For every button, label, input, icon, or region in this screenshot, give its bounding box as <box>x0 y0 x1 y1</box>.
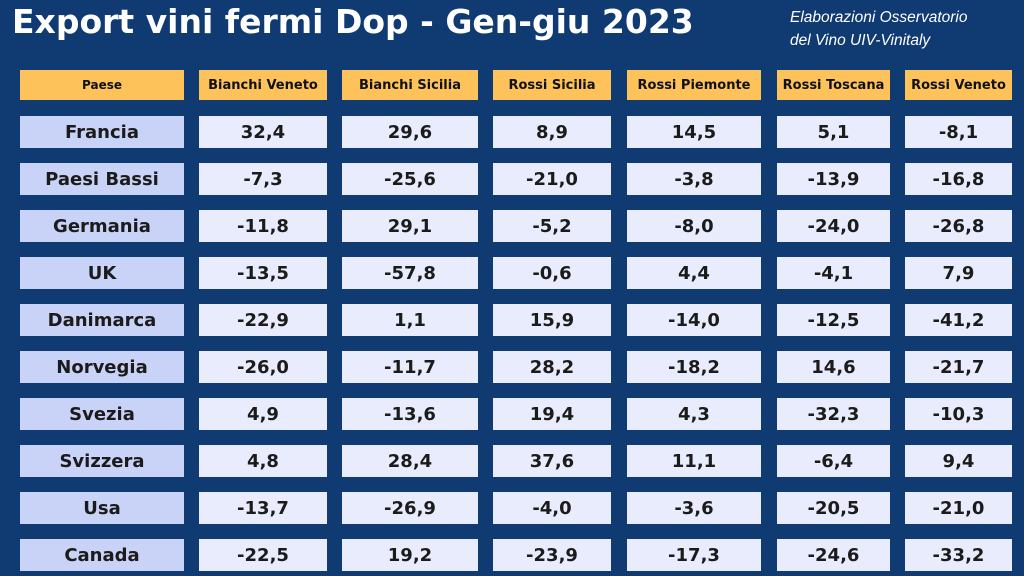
value-cell-germania-rossi-sicilia: -5,2 <box>493 210 611 242</box>
value-cell-norvegia-rossi-veneto: -21,7 <box>905 351 1012 383</box>
value-cell-paesi-bassi-rossi-piemonte: -3,8 <box>627 163 761 195</box>
source-line-2: del Vino UIV-Vinitaly <box>790 32 931 49</box>
country-cell-usa: Usa <box>20 492 184 524</box>
value-cell-svizzera-bianchi-sicilia: 28,4 <box>342 445 478 477</box>
value-cell-canada-bianchi-veneto: -22,5 <box>199 539 327 571</box>
value-cell-francia-bianchi-sicilia: 29,6 <box>342 116 478 148</box>
value-cell-uk-rossi-toscana: -4,1 <box>777 257 890 289</box>
value-cell-svizzera-rossi-toscana: -6,4 <box>777 445 890 477</box>
value-cell-svizzera-rossi-veneto: 9,4 <box>905 445 1012 477</box>
value-cell-usa-rossi-veneto: -21,0 <box>905 492 1012 524</box>
country-cell-norvegia: Norvegia <box>20 351 184 383</box>
page-title: Export vini fermi Dop - Gen-giu 2023 <box>12 2 694 41</box>
value-cell-usa-bianchi-veneto: -13,7 <box>199 492 327 524</box>
header-cell-bianchi-sicilia: Bianchi Sicilia <box>342 70 478 100</box>
value-cell-danimarca-bianchi-veneto: -22,9 <box>199 304 327 336</box>
value-cell-danimarca-rossi-piemonte: -14,0 <box>627 304 761 336</box>
value-cell-francia-bianchi-veneto: 32,4 <box>199 116 327 148</box>
value-cell-svezia-rossi-toscana: -32,3 <box>777 398 890 430</box>
value-cell-paesi-bassi-rossi-sicilia: -21,0 <box>493 163 611 195</box>
value-cell-usa-rossi-toscana: -20,5 <box>777 492 890 524</box>
value-cell-uk-bianchi-veneto: -13,5 <box>199 257 327 289</box>
country-cell-paesi-bassi: Paesi Bassi <box>20 163 184 195</box>
value-cell-danimarca-rossi-veneto: -41,2 <box>905 304 1012 336</box>
value-cell-svezia-rossi-sicilia: 19,4 <box>493 398 611 430</box>
value-cell-canada-bianchi-sicilia: 19,2 <box>342 539 478 571</box>
value-cell-uk-rossi-piemonte: 4,4 <box>627 257 761 289</box>
country-cell-danimarca: Danimarca <box>20 304 184 336</box>
value-cell-francia-rossi-veneto: -8,1 <box>905 116 1012 148</box>
source-note: Elaborazioni Osservatorio del Vino UIV-V… <box>790 6 967 52</box>
value-cell-uk-rossi-sicilia: -0,6 <box>493 257 611 289</box>
source-line-1: Elaborazioni Osservatorio <box>790 9 968 26</box>
country-cell-uk: UK <box>20 257 184 289</box>
value-cell-svezia-bianchi-sicilia: -13,6 <box>342 398 478 430</box>
value-cell-norvegia-rossi-piemonte: -18,2 <box>627 351 761 383</box>
header-cell-rossi-veneto: Rossi Veneto <box>905 70 1012 100</box>
value-cell-paesi-bassi-rossi-toscana: -13,9 <box>777 163 890 195</box>
value-cell-germania-rossi-toscana: -24,0 <box>777 210 890 242</box>
country-cell-francia: Francia <box>20 116 184 148</box>
country-cell-germania: Germania <box>20 210 184 242</box>
value-cell-canada-rossi-piemonte: -17,3 <box>627 539 761 571</box>
value-cell-uk-bianchi-sicilia: -57,8 <box>342 257 478 289</box>
header-cell-rossi-toscana: Rossi Toscana <box>777 70 890 100</box>
value-cell-paesi-bassi-bianchi-veneto: -7,3 <box>199 163 327 195</box>
header-cell-bianchi-veneto: Bianchi Veneto <box>199 70 327 100</box>
value-cell-usa-bianchi-sicilia: -26,9 <box>342 492 478 524</box>
value-cell-usa-rossi-piemonte: -3,6 <box>627 492 761 524</box>
value-cell-francia-rossi-sicilia: 8,9 <box>493 116 611 148</box>
value-cell-canada-rossi-veneto: -33,2 <box>905 539 1012 571</box>
value-cell-francia-rossi-toscana: 5,1 <box>777 116 890 148</box>
value-cell-svezia-rossi-piemonte: 4,3 <box>627 398 761 430</box>
country-cell-svizzera: Svizzera <box>20 445 184 477</box>
value-cell-norvegia-bianchi-sicilia: -11,7 <box>342 351 478 383</box>
value-cell-germania-rossi-veneto: -26,8 <box>905 210 1012 242</box>
value-cell-svizzera-rossi-sicilia: 37,6 <box>493 445 611 477</box>
header-cell-rossi-piemonte: Rossi Piemonte <box>627 70 761 100</box>
value-cell-canada-rossi-sicilia: -23,9 <box>493 539 611 571</box>
value-cell-danimarca-bianchi-sicilia: 1,1 <box>342 304 478 336</box>
value-cell-germania-bianchi-veneto: -11,8 <box>199 210 327 242</box>
value-cell-paesi-bassi-bianchi-sicilia: -25,6 <box>342 163 478 195</box>
value-cell-svezia-bianchi-veneto: 4,9 <box>199 398 327 430</box>
value-cell-danimarca-rossi-sicilia: 15,9 <box>493 304 611 336</box>
value-cell-svizzera-bianchi-veneto: 4,8 <box>199 445 327 477</box>
value-cell-usa-rossi-sicilia: -4,0 <box>493 492 611 524</box>
value-cell-paesi-bassi-rossi-veneto: -16,8 <box>905 163 1012 195</box>
value-cell-canada-rossi-toscana: -24,6 <box>777 539 890 571</box>
value-cell-germania-rossi-piemonte: -8,0 <box>627 210 761 242</box>
value-cell-francia-rossi-piemonte: 14,5 <box>627 116 761 148</box>
country-cell-canada: Canada <box>20 539 184 571</box>
header-cell-rossi-sicilia: Rossi Sicilia <box>493 70 611 100</box>
value-cell-norvegia-rossi-sicilia: 28,2 <box>493 351 611 383</box>
value-cell-germania-bianchi-sicilia: 29,1 <box>342 210 478 242</box>
value-cell-svizzera-rossi-piemonte: 11,1 <box>627 445 761 477</box>
value-cell-svezia-rossi-veneto: -10,3 <box>905 398 1012 430</box>
header-cell-paese: Paese <box>20 70 184 100</box>
value-cell-norvegia-rossi-toscana: 14,6 <box>777 351 890 383</box>
value-cell-danimarca-rossi-toscana: -12,5 <box>777 304 890 336</box>
country-cell-svezia: Svezia <box>20 398 184 430</box>
value-cell-uk-rossi-veneto: 7,9 <box>905 257 1012 289</box>
value-cell-norvegia-bianchi-veneto: -26,0 <box>199 351 327 383</box>
